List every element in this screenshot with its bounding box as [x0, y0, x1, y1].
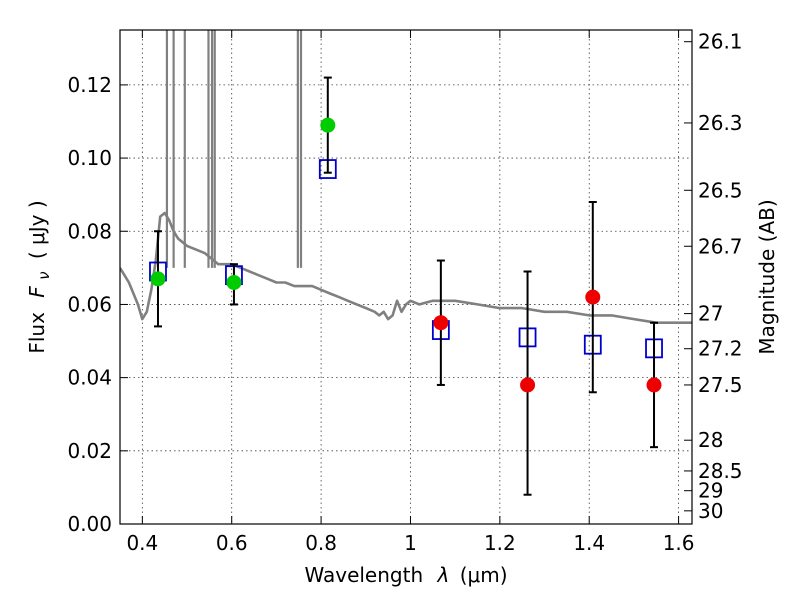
x-tick-label: 1.4	[573, 531, 605, 555]
y-axis-unit: ( μJy )	[25, 200, 49, 259]
observed-point	[150, 271, 166, 287]
right-tick-label: 28	[698, 428, 723, 452]
observed-point	[646, 377, 662, 393]
x-tick-label: 1	[404, 531, 417, 555]
y-tick-label: 0.10	[67, 146, 112, 170]
x-tick-label: 0.6	[216, 531, 248, 555]
observed-point	[520, 377, 536, 393]
right-tick-label: 26.3	[698, 111, 743, 135]
y-tick-label: 0.06	[67, 292, 112, 316]
y-tick-label: 0.02	[67, 439, 112, 463]
x-axis-symbol: λ	[437, 563, 450, 587]
right-axis-label: Magnitude (AB)	[755, 199, 779, 354]
x-axis-label-text: Wavelength	[304, 563, 423, 587]
y-axis-subscript: ν	[35, 271, 53, 279]
observed-point	[226, 274, 242, 290]
grid	[120, 30, 692, 525]
spectrum-line	[120, 211, 692, 325]
right-tick-label: 26.5	[698, 178, 743, 202]
y-axis-label: Flux F ν ( μJy )	[25, 200, 54, 353]
y-axis-symbol: F	[25, 286, 49, 298]
right-tick-label: 30	[698, 499, 723, 523]
x-tick-label: 1.6	[663, 531, 695, 555]
y-tick-label: 0.00	[67, 512, 112, 536]
right-tick-label: 27.5	[698, 373, 743, 397]
x-axis-unit: (μm)	[460, 563, 508, 587]
plot-markers	[149, 76, 663, 496]
right-tick-label: 29	[698, 479, 723, 503]
observed-point	[320, 117, 336, 133]
right-tick-label: 26.1	[698, 30, 743, 54]
right-tick-label: 27	[698, 302, 723, 326]
plot-frame	[119, 29, 693, 525]
y-tick-label: 0.12	[67, 73, 112, 97]
right-tick-label: 26.7	[698, 234, 743, 258]
y-axis-label-text: Flux	[25, 312, 49, 354]
right-tick-label: 27.2	[698, 337, 743, 361]
x-axis-label: Wavelength λ (μm)	[304, 563, 507, 587]
plot-data	[120, 30, 692, 325]
observed-point	[433, 315, 449, 331]
y-tick-label: 0.08	[67, 219, 112, 243]
y-tick-label: 0.04	[67, 366, 112, 390]
x-tick-label: 1.2	[484, 531, 516, 555]
axis-ticks: 0.4 0.6 0.8 1 1.2 1.4 1.6 0.00 0.02 0.04 0.06 0.08 0…	[67, 30, 742, 555]
observed-point	[585, 289, 601, 305]
right-tick-label: 28.5	[698, 459, 743, 483]
x-tick-label: 0.4	[126, 531, 158, 555]
x-tick-label: 0.8	[305, 531, 337, 555]
